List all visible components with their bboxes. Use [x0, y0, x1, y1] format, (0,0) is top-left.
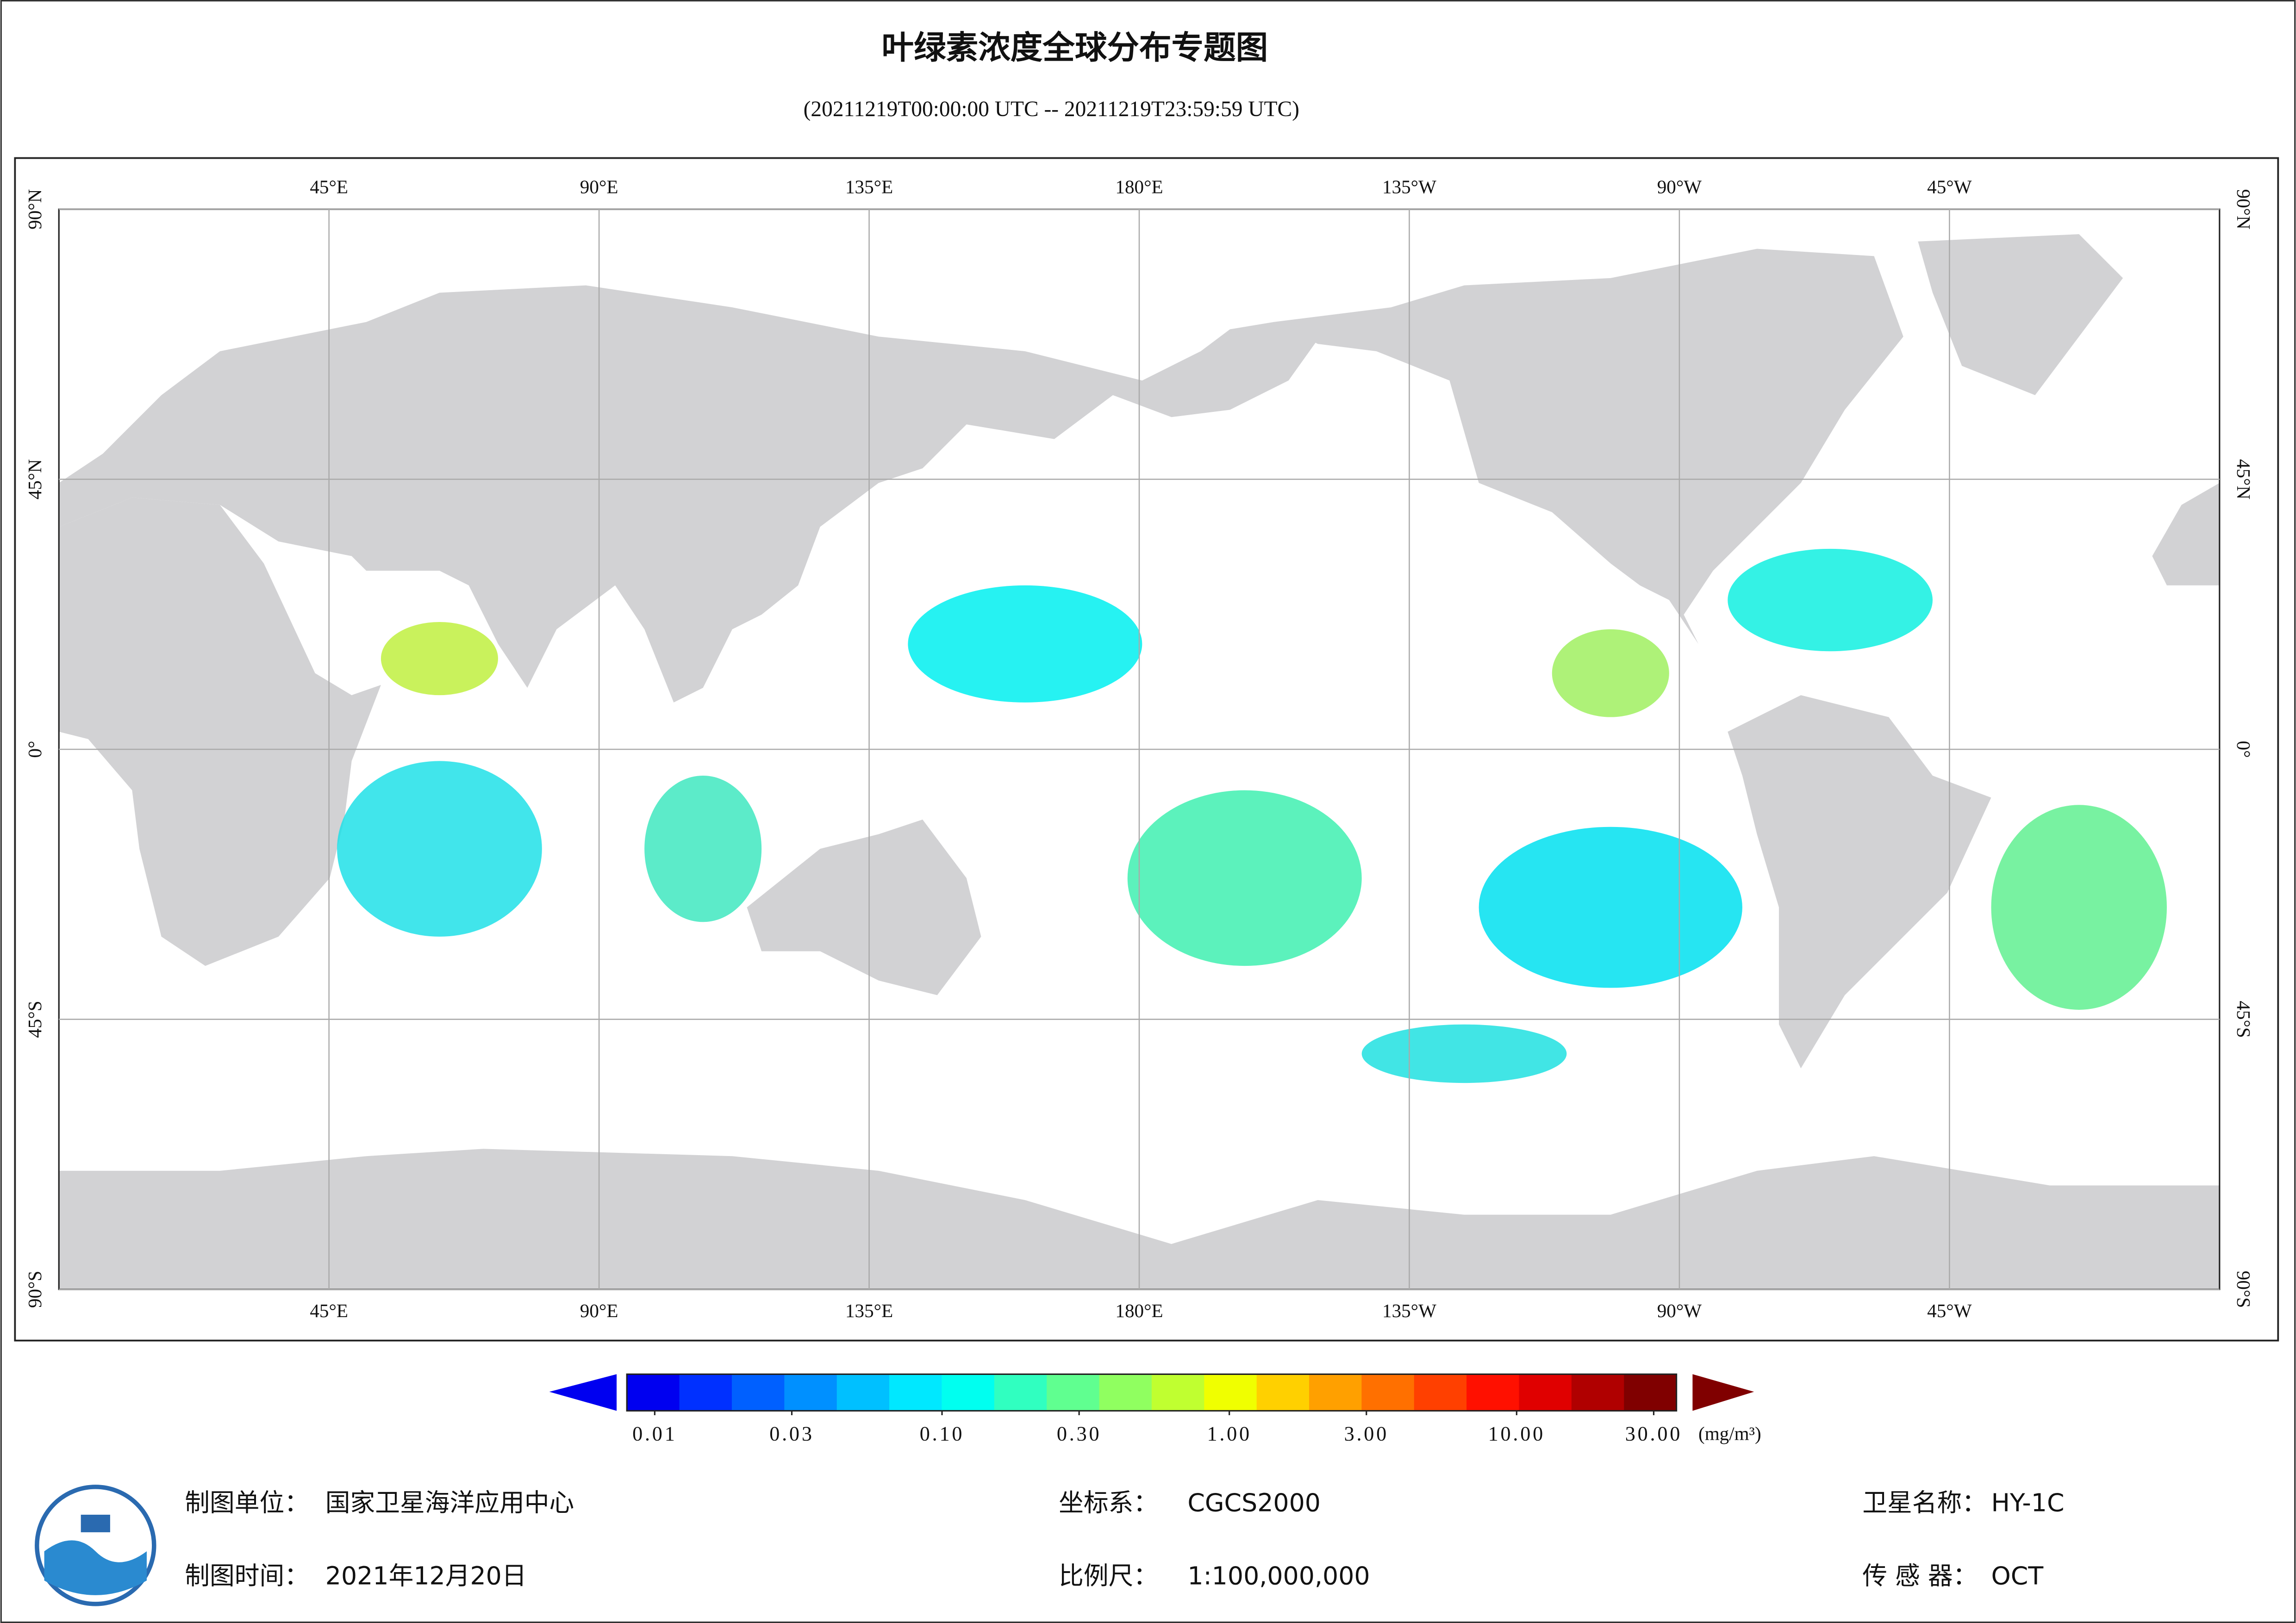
footer-value: 1:100,000,000 [1187, 1561, 1370, 1591]
swath [908, 585, 1142, 703]
swath [1552, 629, 1669, 717]
australia [747, 819, 981, 995]
logo-wave [44, 1540, 147, 1595]
lon-label: 45°W [1927, 1300, 1972, 1321]
title: 叶绿素浓度全球分布专题图 [882, 29, 1268, 67]
swath [1991, 805, 2167, 1010]
north-america [1273, 249, 1903, 644]
lon-label: 180°E [1115, 1300, 1163, 1321]
color-step [731, 1374, 785, 1411]
lon-label: 90°E [580, 176, 618, 197]
color-step [994, 1374, 1048, 1411]
logo [35, 1485, 156, 1606]
africa-west [2152, 483, 2220, 585]
south-america [1728, 695, 1991, 1069]
colorbar-tick-label: 30.00 [1625, 1422, 1682, 1445]
color-step [1309, 1374, 1362, 1411]
footer-label: 制图时间： [185, 1561, 309, 1591]
colorbar-tick-label: 3.00 [1344, 1422, 1389, 1445]
colorbar-tick-label: 1.00 [1207, 1422, 1251, 1445]
lat-label: 0° [2233, 741, 2254, 758]
lat-label: 90°S [2233, 1271, 2254, 1308]
lon-label: 90°W [1657, 176, 1702, 197]
lat-label: 45°S [24, 1001, 45, 1038]
color-step [627, 1374, 680, 1411]
footer-label: 制图单位： [185, 1488, 309, 1517]
swath [1361, 1024, 1567, 1083]
eurasia [59, 285, 1318, 703]
footer-value: 国家卫星海洋应用中心 [325, 1488, 574, 1517]
swath [644, 776, 762, 922]
lon-label: 135°E [845, 176, 893, 197]
color-step [1571, 1374, 1625, 1411]
color-step [889, 1374, 942, 1411]
lat-label: 45°N [24, 459, 45, 499]
color-step [679, 1374, 733, 1411]
footer-value: HY-1C [1991, 1488, 2064, 1517]
swath [337, 761, 542, 937]
colorbar-under [549, 1374, 617, 1411]
footer-value: OCT [1991, 1561, 2043, 1591]
lat-label: 45°N [2233, 459, 2254, 499]
logo-satellite [81, 1514, 110, 1532]
swath [381, 622, 498, 696]
greenland [1918, 234, 2123, 395]
color-step [1256, 1374, 1310, 1411]
swath [1127, 790, 1362, 966]
color-step [1624, 1374, 1677, 1411]
color-step [1414, 1374, 1467, 1411]
color-step [942, 1374, 995, 1411]
chlorophyll-swaths [337, 548, 2167, 1083]
footer-label: 卫星名称： [1862, 1488, 1987, 1517]
swath [1728, 548, 1933, 652]
footer-label: 坐标系： [1059, 1488, 1158, 1517]
lon-label: 45°W [1927, 176, 1972, 197]
lat-label: 90°S [24, 1271, 45, 1308]
footer-value: CGCS2000 [1187, 1488, 1321, 1517]
color-step [1519, 1374, 1572, 1411]
lat-label: 45°S [2233, 1001, 2254, 1038]
lon-label: 45°E [310, 176, 348, 197]
lon-label: 180°E [1115, 176, 1163, 197]
color-step [1151, 1374, 1205, 1411]
lon-label: 90°E [580, 1300, 618, 1321]
color-step [1099, 1374, 1153, 1411]
colorbar-over [1692, 1374, 1754, 1411]
colorbar-tick-label: 0.01 [632, 1422, 677, 1445]
lat-label: 90°N [2233, 189, 2254, 230]
lon-label: 135°W [1382, 176, 1436, 197]
colorbar-tick-label: 0.30 [1057, 1422, 1101, 1445]
footer-label: 比例尺： [1059, 1561, 1158, 1591]
color-step [1361, 1374, 1415, 1411]
color-step [1204, 1374, 1257, 1411]
africa [59, 497, 381, 966]
colorbar-unit: (mg/m³) [1698, 1423, 1761, 1445]
color-step [784, 1374, 837, 1411]
colorbar-tick-label: 0.03 [769, 1422, 814, 1445]
swath [1479, 827, 1742, 988]
lon-label: 45°E [310, 1300, 348, 1321]
footer-label: 传 感 器： [1862, 1561, 1978, 1591]
footer-value: 2021年12月20日 [325, 1561, 527, 1591]
lon-label: 90°W [1657, 1300, 1702, 1321]
color-step [1466, 1374, 1520, 1411]
map-frame [14, 157, 2279, 1342]
lon-label: 135°W [1382, 1300, 1436, 1321]
colorbar-tick-label: 10.00 [1488, 1422, 1545, 1445]
subtitle: (20211219T00:00:00 UTC -- 20211219T23:59… [804, 97, 1299, 121]
lon-label: 135°E [845, 1300, 893, 1321]
colorbar-tick-label: 0.10 [920, 1422, 964, 1445]
colorbar-frame [626, 1373, 1678, 1412]
lat-label: 0° [24, 741, 45, 758]
color-step [836, 1374, 890, 1411]
color-step [1047, 1374, 1100, 1411]
lat-label: 90°N [24, 189, 45, 230]
